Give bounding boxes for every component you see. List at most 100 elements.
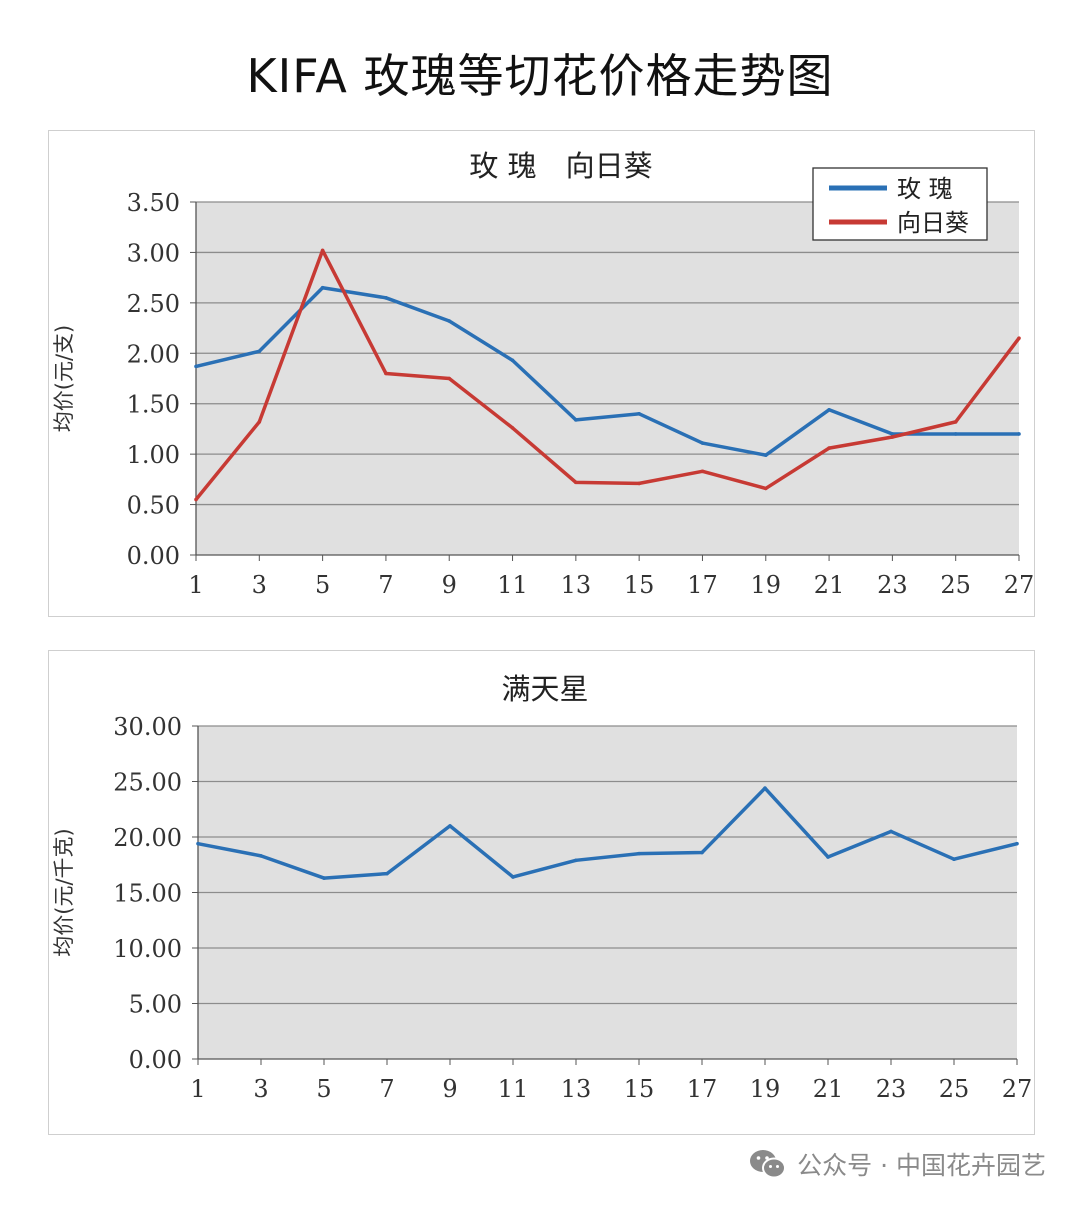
y-tick-label: 0.50 (127, 492, 180, 520)
data-point (1015, 841, 1019, 846)
y-tick-label: 1.50 (127, 391, 180, 419)
y-tick-label: 3.00 (127, 239, 180, 267)
data-point (1017, 336, 1021, 340)
data-point (890, 435, 895, 439)
data-point (320, 285, 325, 290)
x-tick-label: 27 (1004, 571, 1034, 599)
x-tick-label: 7 (379, 1075, 394, 1103)
x-tick-label: 25 (940, 571, 971, 599)
x-tick-label: 11 (498, 1075, 529, 1103)
y-tick-label: 5.00 (129, 991, 182, 1019)
x-tick-label: 25 (939, 1075, 970, 1103)
y-tick-label: 20.00 (113, 824, 182, 852)
y-tick-label: 3.50 (127, 189, 180, 217)
data-point (763, 786, 767, 790)
y-tick-label: 2.00 (127, 340, 180, 368)
y-tick-label: 0.00 (129, 1046, 182, 1074)
legend-box (812, 167, 988, 241)
rose-sunflower-chart-panel: 0.00 0.50 1.00 1.50 2.00 2.50 3.00 3.50 1 3 5 7 9 11 1… (48, 130, 1035, 617)
data-point (259, 854, 263, 858)
chart-title: 玫 瑰 向日葵 (469, 149, 652, 183)
x-tick-label: 13 (561, 1075, 592, 1103)
data-point (953, 420, 958, 424)
y-tick-label: 1.00 (127, 441, 180, 469)
data-point (826, 855, 830, 859)
data-point (257, 349, 262, 354)
data-point (952, 857, 956, 861)
data-point (637, 412, 641, 416)
data-point (890, 432, 895, 436)
data-point (700, 441, 705, 445)
x-tick-label: 3 (253, 1075, 268, 1103)
data-point (827, 407, 831, 412)
data-point (574, 418, 578, 422)
data-point (384, 371, 388, 376)
x-tick-label: 27 (1002, 1075, 1033, 1103)
wechat-icon (750, 1150, 787, 1179)
x-tick-label: 5 (316, 1075, 331, 1103)
y-tick-label: 30.00 (113, 713, 182, 741)
rose-sunflower-chart: 0.000.501.001.502.002.503.003.501 3 5 7 9 11 1… (52, 149, 1034, 599)
data-point (637, 851, 641, 856)
data-point (385, 871, 389, 876)
legend-label: 向日葵 (897, 209, 969, 237)
data-point (763, 453, 768, 457)
data-point (194, 497, 198, 502)
watermark: 公众号 · 中国花卉园艺 (749, 1146, 1046, 1182)
x-tick-label: 7 (378, 571, 393, 599)
x-tick-label: 17 (687, 1075, 718, 1103)
y-axis-label: 均价(元/千克) (52, 828, 76, 956)
x-tick-label: 17 (687, 571, 718, 599)
data-point (510, 426, 515, 430)
chart-title: 满天星 (501, 672, 588, 706)
data-point (763, 486, 768, 491)
data-point (574, 858, 578, 863)
x-tick-label: 9 (442, 571, 457, 599)
x-tick-label: 3 (252, 571, 267, 599)
y-tick-label: 0.00 (127, 542, 180, 570)
y-axis-label: 均价(元/支) (52, 325, 76, 432)
x-tick-label: 9 (442, 1075, 457, 1103)
data-point (257, 420, 262, 424)
data-point (194, 364, 198, 369)
data-point (448, 824, 452, 828)
x-tick-label: 21 (813, 1075, 844, 1103)
data-point (320, 248, 325, 253)
data-point (1017, 432, 1021, 436)
x-tick-label: 19 (750, 571, 781, 599)
sunflower-series-line (194, 248, 1021, 501)
y-tick-label: 2.50 (127, 290, 180, 318)
data-point (322, 876, 326, 880)
data-point (510, 358, 515, 363)
data-point (953, 432, 958, 436)
x-tick-label: 5 (315, 571, 330, 599)
plot-area (196, 202, 1019, 555)
x-tick-label: 15 (624, 571, 655, 599)
x-tick-label: 21 (814, 571, 845, 599)
y-tick-label: 25.00 (113, 769, 182, 797)
x-tick-label: 11 (497, 571, 528, 599)
x-tick-label: 19 (750, 1075, 781, 1103)
data-point (889, 829, 893, 834)
gypsophila-chart-panel: 0.00 5.00 10.00 15.00 20.00 25.00 30.00 1 3 5 7 9 11… (48, 650, 1035, 1135)
watermark-text: 公众号 · 中国花卉园艺 (797, 1151, 1046, 1180)
legend-label: 玫 瑰 (897, 175, 953, 203)
gypsophila-series-line (197, 786, 1018, 880)
data-point (196, 841, 200, 846)
data-point (637, 481, 641, 486)
x-tick-label: 23 (877, 571, 908, 599)
x-tick-label: 1 (188, 571, 203, 599)
data-point (700, 850, 704, 855)
page-title: KIFA 玫瑰等切花价格走势图 (246, 49, 834, 103)
data-point (384, 296, 388, 300)
x-tick-label: 13 (561, 571, 592, 599)
data-point (447, 376, 452, 381)
y-tick-label: 10.00 (113, 935, 182, 963)
data-point (827, 446, 831, 450)
data-point (574, 480, 578, 485)
rose-series-line (195, 285, 1019, 457)
x-tick-label: 23 (876, 1075, 907, 1103)
data-point (700, 469, 705, 474)
